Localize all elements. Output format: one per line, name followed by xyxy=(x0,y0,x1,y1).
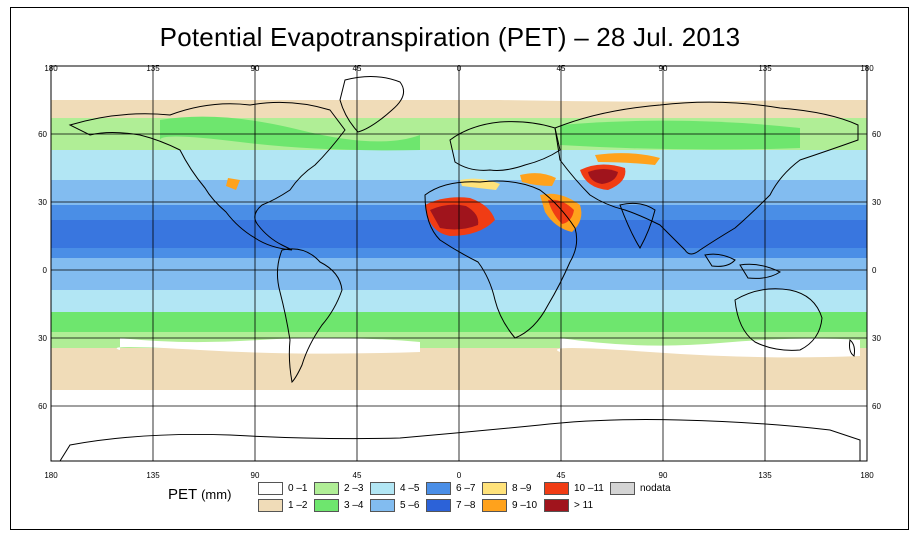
color-legend: 0 –1 1 –2 2 –3 3 –4 4 –5 5 –6 6 –7 7 –8 … xyxy=(258,482,718,516)
legend-label: 5 –6 xyxy=(400,500,420,511)
legend-swatch xyxy=(258,499,283,512)
legend-swatch xyxy=(482,482,507,495)
lon-tick-top: 45 xyxy=(557,64,566,73)
legend-swatch xyxy=(610,482,635,495)
legend-label: 10 –11 xyxy=(574,483,604,494)
lat-tick-right: 60 xyxy=(872,130,881,139)
legend-title: PET (mm) xyxy=(168,486,231,503)
lat-tick-right: 30 xyxy=(872,198,881,207)
graticule xyxy=(51,66,867,461)
lon-tick-top: 135 xyxy=(146,64,160,73)
legend-swatch xyxy=(426,482,451,495)
legend-swatch xyxy=(544,482,569,495)
map-title: Potential Evapotranspiration (PET) – 28 … xyxy=(159,22,741,52)
legend-swatch xyxy=(482,499,507,512)
legend-swatch xyxy=(426,499,451,512)
legend-swatch xyxy=(258,482,283,495)
lat-tick-right: 60 xyxy=(872,402,881,411)
legend-label: 1 –2 xyxy=(288,500,308,511)
legend-swatch xyxy=(314,499,339,512)
lon-tick-top: 0 xyxy=(457,64,462,73)
lon-tick-bottom: 45 xyxy=(353,471,362,480)
lat-tick-left: 30 xyxy=(38,334,47,343)
legend-label: 0 –1 xyxy=(288,483,308,494)
lat-tick-left: 60 xyxy=(38,402,47,411)
lon-tick-bottom: 180 xyxy=(860,471,874,480)
legend-unit: (mm) xyxy=(201,487,232,502)
lat-tick-left: 0 xyxy=(43,266,48,275)
lon-ticks-bottom: 180 135 90 45 0 45 90 135 180 xyxy=(44,471,874,480)
legend-swatch xyxy=(370,499,395,512)
lon-tick-bottom: 90 xyxy=(659,471,668,480)
legend-label: 9 –10 xyxy=(512,500,538,511)
legend-swatch xyxy=(370,482,395,495)
legend-label: 6 –7 xyxy=(456,483,476,494)
lon-tick-bottom: 0 xyxy=(457,471,462,480)
lon-tick-top: 135 xyxy=(758,64,772,73)
map-border xyxy=(50,65,868,462)
lat-tick-left: 30 xyxy=(38,198,47,207)
lon-tick-top: 45 xyxy=(353,64,362,73)
legend-label: 8 –9 xyxy=(512,483,532,494)
legend-variable: PET xyxy=(168,486,197,503)
lon-ticks-top: 180 135 90 45 0 45 90 135 180 xyxy=(44,64,874,73)
lat-ticks-left: 60 30 0 30 60 xyxy=(38,130,47,411)
lon-tick-bottom: 90 xyxy=(251,471,260,480)
legend-label: 7 –8 xyxy=(456,500,476,511)
lat-ticks-right: 60 30 0 30 60 xyxy=(872,130,881,411)
lon-tick-bottom: 135 xyxy=(758,471,772,480)
legend-label: nodata xyxy=(640,483,671,494)
lat-tick-right: 0 xyxy=(872,266,877,275)
legend-swatch xyxy=(544,499,569,512)
lon-tick-top: 90 xyxy=(251,64,260,73)
lon-tick-top: 180 xyxy=(44,64,58,73)
lon-tick-bottom: 135 xyxy=(146,471,160,480)
lon-tick-bottom: 180 xyxy=(44,471,58,480)
lon-tick-top: 180 xyxy=(860,64,874,73)
lon-tick-bottom: 45 xyxy=(557,471,566,480)
legend-label: > 11 xyxy=(574,500,593,511)
legend-label: 2 –3 xyxy=(344,483,364,494)
lat-tick-left: 60 xyxy=(38,130,47,139)
lon-tick-top: 90 xyxy=(659,64,668,73)
legend-label: 3 –4 xyxy=(344,500,364,511)
lat-tick-right: 30 xyxy=(872,334,881,343)
legend-label: 4 –5 xyxy=(400,483,420,494)
legend-swatch xyxy=(314,482,339,495)
